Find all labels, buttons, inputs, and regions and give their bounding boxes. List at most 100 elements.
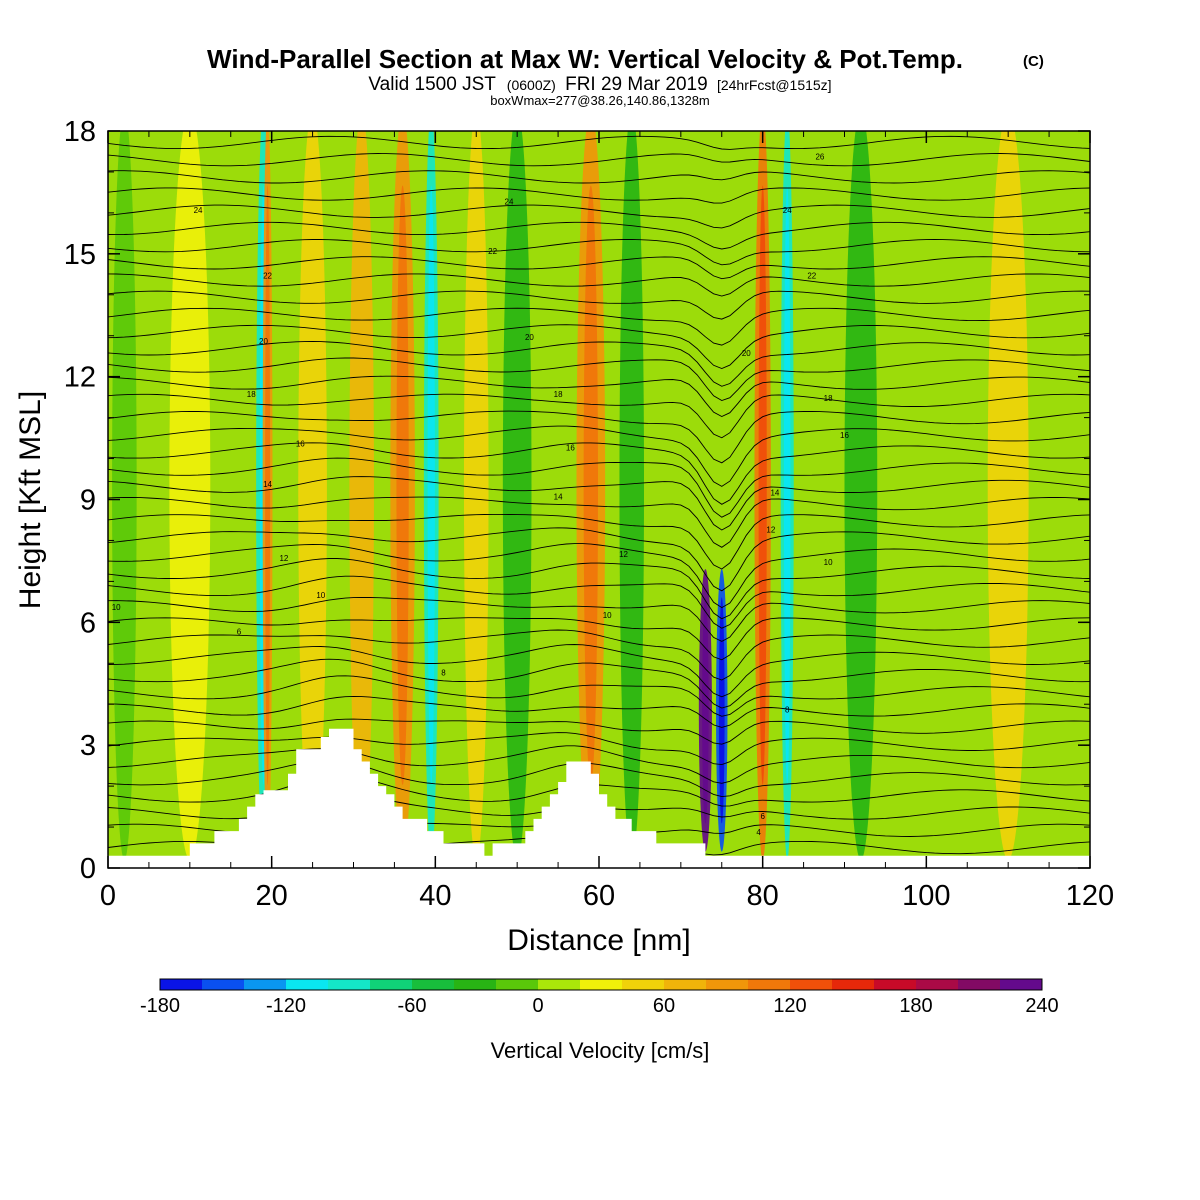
- velocity-band-core: [583, 185, 598, 785]
- colorbar-tick-label: 180: [899, 995, 932, 1017]
- chart-title: Wind-Parallel Section at Max W: Vertical…: [207, 44, 963, 74]
- theta-contour: [108, 410, 1090, 464]
- subtitle-date: FRI 29 Mar 2019: [565, 74, 708, 95]
- colorbar-swatch: [580, 979, 623, 990]
- colorbar-title: Vertical Velocity [cm/s]: [491, 1038, 710, 1063]
- colorbar-swatch: [370, 979, 413, 990]
- x-axis: 0 20 40 60 80 100 120: [100, 131, 1114, 912]
- colorbar-tick-label: 60: [653, 995, 675, 1017]
- y-tick-label: 9: [80, 485, 96, 517]
- chart-title-mark: (C): [1023, 53, 1044, 70]
- contour-label: 24: [505, 198, 514, 207]
- theta-contour: [108, 732, 1090, 766]
- chart-title-group: Wind-Parallel Section at Max W: Vertical…: [207, 44, 1044, 108]
- theta-contour: [108, 558, 1090, 620]
- colorbar-swatch: [538, 979, 581, 990]
- contour-label: 4: [756, 828, 761, 837]
- theta-contour: [108, 644, 1090, 698]
- velocity-band-core: [396, 185, 409, 785]
- velocity-band: [502, 131, 532, 860]
- colorbar-swatch: [286, 979, 329, 990]
- contour-label: 10: [824, 558, 833, 567]
- contour-label: 14: [263, 480, 272, 489]
- colorbar-swatch: [244, 979, 287, 990]
- contour-label: 18: [247, 390, 256, 399]
- colorbar: -180 -120 -60 0 60 120 180 240: [140, 978, 1059, 1017]
- contour-label: 6: [237, 628, 242, 637]
- theta-contour: [108, 759, 1090, 798]
- theta-contour: [108, 513, 1090, 570]
- contour-label: 20: [525, 333, 534, 342]
- colorbar-frame: [159, 978, 1043, 991]
- y-tick-label: 12: [64, 362, 96, 394]
- colorbar-swatch: [874, 979, 917, 990]
- colorbar-tick-label: -120: [266, 995, 306, 1017]
- contour-label: 18: [824, 394, 833, 403]
- plot-area: 4 6 6 8 8 10 10 10 10 12 12 12 14 14 14 16 16 16 18 18 18 20 2…: [108, 131, 1090, 868]
- theta-contour: [108, 476, 1090, 531]
- contour-label: 8: [785, 705, 790, 714]
- velocity-band-core: [702, 597, 709, 824]
- colorbar-swatch: [622, 979, 665, 990]
- contour-label: 12: [619, 550, 628, 559]
- theta-contour: [108, 239, 1090, 266]
- contour-label: 16: [566, 443, 575, 452]
- colorbar-swatch: [202, 979, 245, 990]
- colorbar-tick-label: 0: [532, 995, 543, 1017]
- contour-label: 20: [259, 337, 268, 346]
- velocity-band-core: [265, 185, 271, 785]
- velocity-band: [844, 131, 878, 860]
- colorbar-tick-label: 120: [773, 995, 806, 1017]
- x-tick-label: 100: [902, 880, 950, 912]
- theta-contour: [108, 745, 1090, 784]
- velocity-band-core: [427, 185, 435, 785]
- y-tick-label: 6: [80, 607, 96, 639]
- colorbar-swatch: [454, 979, 497, 990]
- theta-contour: [108, 718, 1090, 745]
- velocity-band: [112, 131, 137, 860]
- colorbar-swatch: [706, 979, 749, 990]
- contour-label: 12: [766, 525, 775, 534]
- subtitle-forecast: [24hrFcst@1515z]: [717, 77, 832, 93]
- contour-label: 10: [316, 591, 325, 600]
- theta-contour: [108, 170, 1090, 184]
- velocity-band: [349, 131, 374, 860]
- theta-contour: [108, 496, 1090, 548]
- contour-label: 10: [112, 603, 121, 612]
- theta-contour: [108, 204, 1090, 229]
- colorbar-tick-label: -180: [140, 995, 180, 1017]
- colorbar-swatch: [748, 979, 791, 990]
- theta-contour: [108, 341, 1090, 387]
- colorbar-tick-label: 240: [1025, 995, 1058, 1017]
- velocity-band: [463, 131, 489, 860]
- velocity-band: [298, 131, 327, 860]
- contour-label: 18: [554, 390, 563, 399]
- theta-contour: [108, 675, 1090, 717]
- y-tick-label: 3: [80, 730, 96, 762]
- theta-contour: [108, 153, 1090, 167]
- terrain-mask: [108, 728, 1090, 868]
- theta-contour: [108, 596, 1090, 642]
- theta-contour: [108, 629, 1090, 681]
- theta-contour: [108, 617, 1090, 661]
- colorbar-swatch: [832, 979, 875, 990]
- theta-contour: [108, 187, 1090, 204]
- x-tick-label: 40: [419, 880, 451, 912]
- theta-contour: [108, 357, 1090, 401]
- theta-contour: [108, 543, 1090, 609]
- y-tick-label: 0: [80, 853, 96, 885]
- contour-label: 24: [783, 206, 792, 215]
- theta-contour: [108, 375, 1090, 418]
- colorbar-swatch: [664, 979, 707, 990]
- theta-contour: [108, 658, 1090, 709]
- theta-contour: [108, 575, 1090, 629]
- theta-contour: [108, 527, 1090, 592]
- chart-subtitle: Valid 1500 JST (0600Z) FRI 29 Mar 2019 […: [368, 74, 831, 95]
- contour-label: 14: [770, 488, 779, 497]
- x-tick-label: 80: [747, 880, 779, 912]
- x-axis-title: Distance [nm]: [507, 924, 690, 957]
- colorbar-swatch: [412, 979, 455, 990]
- contour-label: 22: [263, 271, 272, 280]
- chart-subtitle-2: boxWmax=277@38.26,140.86,1328m: [490, 93, 710, 108]
